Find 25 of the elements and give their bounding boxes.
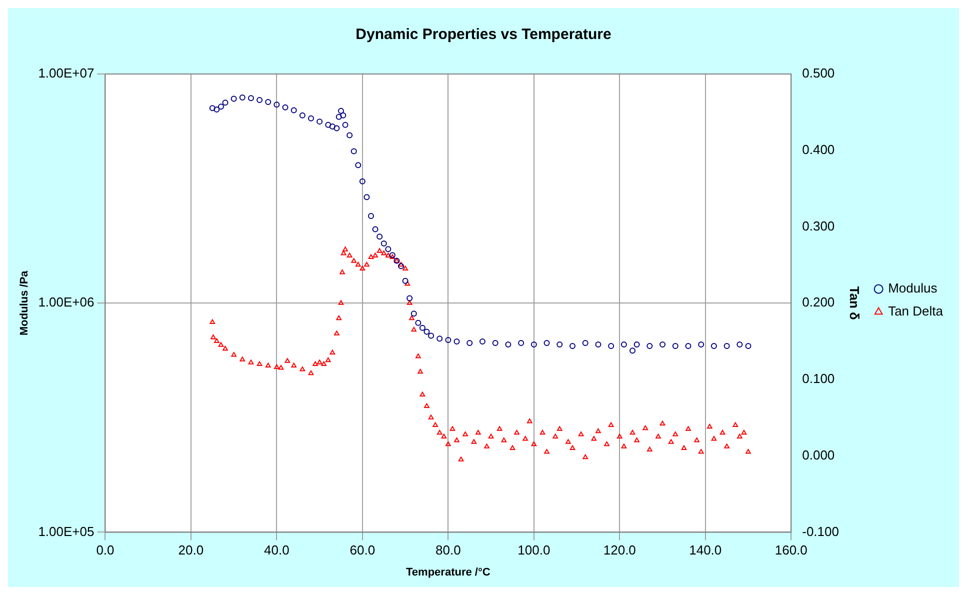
y2-tick-label: 0.100 xyxy=(802,371,835,386)
legend-label: Tan Delta xyxy=(888,304,944,319)
y2-tick-label: 0.400 xyxy=(802,142,835,157)
y2-axis-title: Tan δ xyxy=(847,286,862,320)
x-axis-title: Temperature /°C xyxy=(406,566,490,578)
y2-tick-label: 0.300 xyxy=(802,218,835,234)
x-tick-label: 60.0 xyxy=(350,542,376,558)
x-tick-label: 20.0 xyxy=(178,542,204,558)
y-axis-title: Modulus /Pa xyxy=(18,270,31,336)
y-tick-label: 1.00E+05 xyxy=(38,524,94,539)
y2-tick-label: 0.200 xyxy=(802,294,835,310)
x-tick-label: 140.0 xyxy=(689,542,722,558)
y-tick-label: 1.00E+06 xyxy=(38,294,94,310)
y2-tick-label: 0.500 xyxy=(802,66,835,81)
y2-tick-label: -0.100 xyxy=(802,524,839,539)
legend-label: Modulus xyxy=(888,280,938,296)
y2-tick-label: 0.000 xyxy=(802,447,835,462)
x-tick-label: 0.0 xyxy=(96,542,114,558)
x-tick-label: 40.0 xyxy=(264,542,290,558)
x-tick-label: 160.0 xyxy=(774,542,808,558)
x-tick-label: 120.0 xyxy=(603,542,636,558)
y-tick-label: 1.00E+07 xyxy=(38,66,94,81)
x-tick-label: 100.0 xyxy=(518,542,550,558)
x-tick-label: 80.0 xyxy=(436,542,461,558)
chart-title: Dynamic Properties vs Temperature xyxy=(356,26,612,44)
